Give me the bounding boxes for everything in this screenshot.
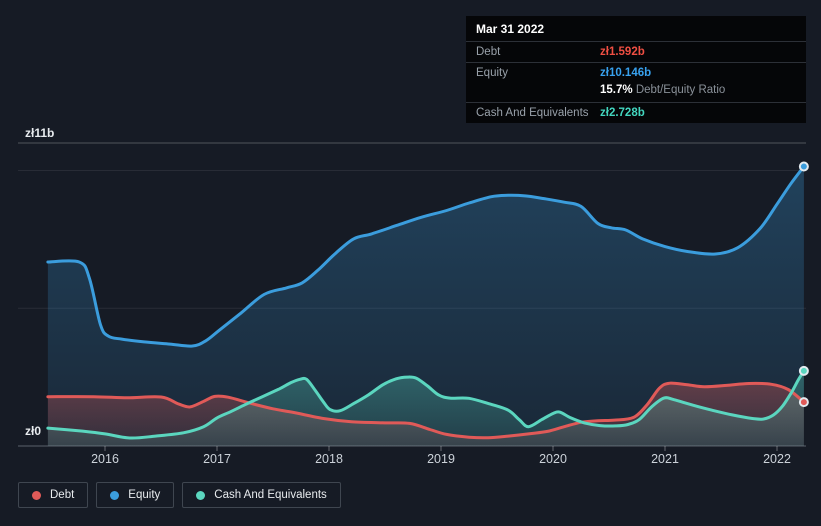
- x-axis-year-label: 2019: [427, 452, 455, 466]
- x-axis-year-label: 2020: [539, 452, 567, 466]
- cash-and-equivalents-line: [46, 369, 806, 440]
- legend-item-equity[interactable]: Equity: [96, 482, 175, 508]
- chart-legend: Debt Equity Cash And Equivalents: [18, 482, 341, 508]
- equity-series-dot-icon: [110, 490, 120, 500]
- tooltip-debt-label: Debt: [476, 46, 501, 58]
- cash-and-equivalents-endpoint-marker: [798, 365, 809, 376]
- legend-equity-label: Equity: [128, 489, 161, 501]
- debt-series-dot-icon: [32, 490, 41, 500]
- equity-area: [47, 166, 804, 446]
- tooltip-equity-label: Equity: [476, 67, 508, 79]
- equity-line: [46, 165, 806, 348]
- debt-endpoint-marker: [798, 397, 809, 408]
- y-axis-max-label: zł11b: [25, 126, 55, 140]
- legend-item-cash[interactable]: Cash And Equivalents: [182, 482, 341, 508]
- legend-cash-label: Cash And Equivalents: [214, 489, 327, 501]
- tooltip-ratio-label: Debt/Equity Ratio: [635, 84, 726, 96]
- equity-endpoint-marker: [798, 161, 809, 172]
- legend-debt-label: Debt: [50, 489, 75, 501]
- x-axis-year-label: 2017: [203, 452, 231, 466]
- y-axis-zero-label: zł0: [25, 424, 42, 438]
- tooltip-equity-row: Equity zł10.146b: [466, 62, 806, 83]
- tooltip-debt-row: Debt zł1.592b: [466, 41, 806, 62]
- cash-series-dot-icon: [196, 490, 206, 500]
- tooltip-ratio-row: 15.7% Debt/Equity Ratio: [466, 83, 806, 102]
- tooltip-equity-value: zł10.146b: [600, 67, 652, 79]
- x-axis-year-label: 2021: [651, 452, 679, 466]
- tooltip-ratio-value: 15.7%: [600, 84, 633, 96]
- tooltip-cash-row: Cash And Equivalents zł2.728b: [466, 102, 806, 123]
- debt-line: [46, 381, 806, 440]
- tooltip-cash-label: Cash And Equivalents: [476, 107, 589, 119]
- x-axis-year-label: 2018: [315, 452, 343, 466]
- tooltip-date: Mar 31 2022: [476, 22, 545, 36]
- tooltip-debt-value: zł1.592b: [600, 46, 645, 58]
- chart-tooltip: Mar 31 2022 Debt zł1.592b Equity zł10.14…: [466, 16, 806, 123]
- tooltip-cash-value: zł2.728b: [600, 107, 645, 119]
- x-axis-year-label: 2022: [763, 452, 791, 466]
- legend-item-debt[interactable]: Debt: [18, 482, 89, 508]
- x-axis-year-label: 2016: [91, 452, 119, 466]
